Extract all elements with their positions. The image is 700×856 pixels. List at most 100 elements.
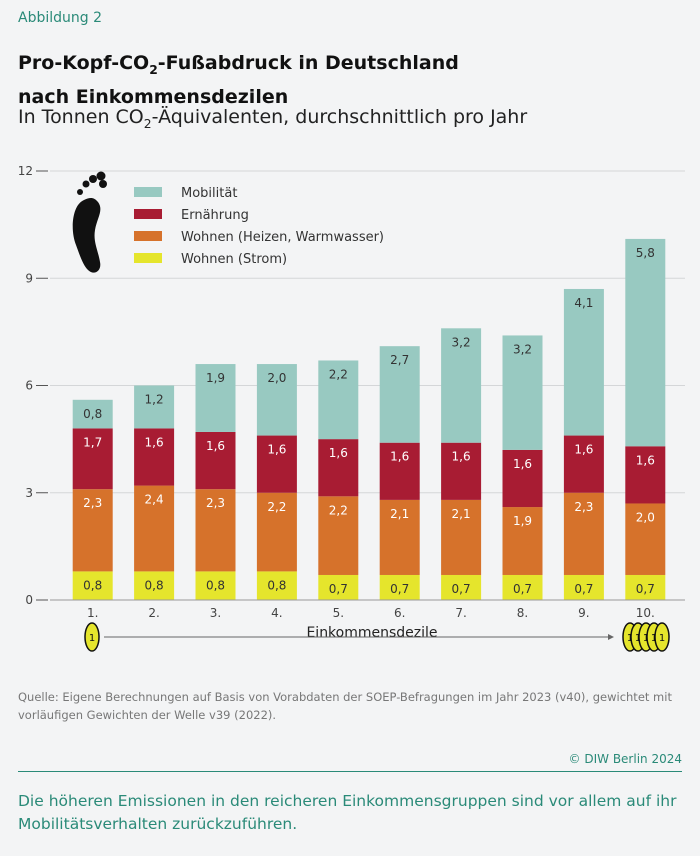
x-tick-label: 6. [394,606,405,620]
bar-segment [256,571,297,600]
bar-segment [256,492,297,572]
bar-segment [502,574,543,600]
data-label: 1,6 [267,443,286,457]
x-tick-label: 2. [148,606,159,620]
subtitle-part: -Äquivalenten, durchschnittlich pro Jahr [151,106,528,128]
coin-label: 1 [89,633,95,644]
data-label: 2,2 [329,367,348,381]
bar-segment [502,507,543,575]
coin-label: 1 [627,633,633,644]
bar-segment [72,428,113,490]
summary-note: Die höheren Emissionen in den reicheren … [18,792,677,833]
data-label: 1,6 [513,457,532,471]
data-label: 2,3 [206,496,225,510]
data-label: 2,7 [390,353,409,367]
data-label: 0,7 [636,582,655,596]
bar-segment [318,439,359,497]
bar-segment [625,574,666,600]
data-label: 2,1 [452,507,471,521]
y-tick-label: 6 [25,379,33,393]
title-part: Pro-Kopf-CO [18,52,150,74]
x-tick-label: 10. [636,606,655,620]
coin-label: 1 [651,633,657,644]
legend-swatch [134,253,162,263]
figure-label: Abbildung 2 [18,10,103,26]
bar-segment [441,328,482,443]
y-tick-label: 9 [25,271,33,285]
data-label: 0,7 [513,582,532,596]
bar-segment [134,485,175,572]
data-label: 1,9 [206,371,225,385]
bar-segment [318,496,359,575]
legend-label: Ernährung [181,208,249,223]
data-label: 2,2 [267,500,286,514]
bar-segment [379,442,420,500]
bar-segment [563,574,604,600]
bar-segment [379,499,420,575]
footprint-toe-icon [89,175,97,183]
coin-icon [84,622,100,652]
y-tick-label: 0 [25,593,33,607]
bar-segment [441,442,482,500]
bar-segment [379,346,420,443]
subtitle-sub: 2 [143,116,152,131]
footprint-toe-icon [96,171,106,181]
x-tick-label: 7. [455,606,466,620]
y-tick-label: 12 [18,164,33,178]
data-label: 0,8 [83,407,102,421]
data-label: 0,8 [83,578,102,592]
footprint-toe-icon [99,180,107,188]
data-label: 2,3 [574,500,593,514]
divider [18,771,682,772]
data-label: 1,6 [329,446,348,460]
data-label: 0,8 [145,578,164,592]
bar-segment [72,571,113,600]
data-label: 1,6 [636,453,655,467]
x-tick-label: 1. [87,606,98,620]
bar-segment [563,288,604,436]
data-label: 1,6 [574,443,593,457]
bar-segment [625,503,666,575]
bar-segment [625,446,666,504]
data-label: 1,6 [452,450,471,464]
data-label: 2,0 [267,371,286,385]
data-label: 2,3 [83,496,102,510]
bar-segment [256,364,297,436]
data-label: 1,2 [145,393,164,407]
data-label: 0,7 [329,582,348,596]
legend-swatch [134,231,162,241]
data-label: 1,7 [83,435,102,449]
bar-segment [195,431,236,490]
data-label: 0,8 [206,578,225,592]
bar-segment [318,360,359,440]
bar-segment [134,428,175,486]
x-tick-label: 3. [210,606,221,620]
legend-swatch [134,209,162,219]
legend-label: Mobilität [181,186,237,201]
data-label: 1,6 [206,439,225,453]
bar-segment [441,574,482,600]
data-label: 2,1 [390,507,409,521]
title-line2: nach Einkommensdezilen [18,85,289,108]
x-tick-label: 4. [271,606,282,620]
legend-label: Wohnen (Strom) [181,252,287,267]
bar-segment [195,364,236,432]
data-label: 0,7 [574,582,593,596]
bar-segment [134,571,175,600]
bar-segment [563,435,604,493]
data-label: 1,6 [145,435,164,449]
data-label: 0,8 [267,578,286,592]
footprint-toe-icon [82,180,90,188]
footprint-icon [72,197,101,273]
title-sub: 2 [149,62,158,77]
bar-segment [195,571,236,600]
coin-label: 1 [659,633,665,644]
subtitle-part: In Tonnen CO [18,106,144,128]
data-label: 2,2 [329,503,348,517]
bar-segment [625,238,666,447]
bar-segment [134,385,175,429]
bar-segment [318,574,359,600]
bar-segment [563,492,604,575]
chart-title: Pro-Kopf-CO2-Fußabdruck in Deutschland n… [18,50,678,111]
bar-segment [441,499,482,575]
